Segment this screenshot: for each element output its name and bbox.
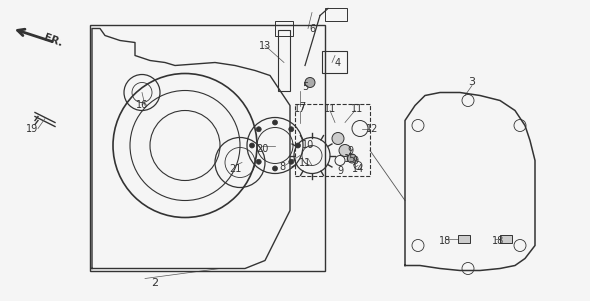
Text: 2: 2 (152, 278, 159, 287)
Text: 4: 4 (335, 57, 341, 67)
Text: 21: 21 (229, 163, 241, 173)
Text: 9: 9 (352, 156, 358, 166)
Circle shape (250, 143, 254, 148)
Text: 8: 8 (279, 163, 285, 172)
Circle shape (273, 166, 277, 171)
Bar (295, 104, 370, 175)
Circle shape (296, 143, 300, 148)
Text: 20: 20 (256, 144, 268, 154)
Text: 17: 17 (294, 104, 306, 113)
Bar (322, 51, 347, 73)
Text: 9: 9 (337, 166, 343, 175)
Circle shape (289, 127, 294, 132)
Text: 7: 7 (299, 101, 305, 111)
Text: 19: 19 (26, 123, 38, 134)
Text: 5: 5 (302, 82, 308, 92)
Text: 10: 10 (302, 141, 314, 150)
Circle shape (273, 120, 277, 125)
Text: FR.: FR. (42, 33, 64, 48)
Text: 18: 18 (439, 235, 451, 246)
Circle shape (348, 154, 356, 163)
Text: 11: 11 (351, 104, 363, 113)
Circle shape (289, 159, 294, 164)
Text: 15: 15 (344, 154, 356, 163)
Text: 3: 3 (468, 77, 476, 88)
Circle shape (256, 159, 261, 164)
Text: 6: 6 (309, 23, 315, 33)
Text: 16: 16 (136, 101, 148, 110)
Text: 11: 11 (299, 157, 311, 167)
Circle shape (256, 127, 261, 132)
Text: 18: 18 (492, 235, 504, 246)
Circle shape (332, 132, 344, 144)
Circle shape (339, 144, 351, 157)
Text: 9: 9 (347, 145, 353, 156)
Text: 11: 11 (324, 104, 336, 113)
Text: 13: 13 (259, 41, 271, 51)
Bar (500, 234, 512, 243)
Bar (325, 8, 347, 20)
Bar (275, 20, 293, 36)
Bar (278, 30, 290, 91)
Bar (90, 26, 325, 271)
Bar (458, 234, 470, 243)
Text: 12: 12 (366, 123, 378, 134)
Text: 14: 14 (352, 163, 364, 173)
Circle shape (305, 77, 315, 88)
